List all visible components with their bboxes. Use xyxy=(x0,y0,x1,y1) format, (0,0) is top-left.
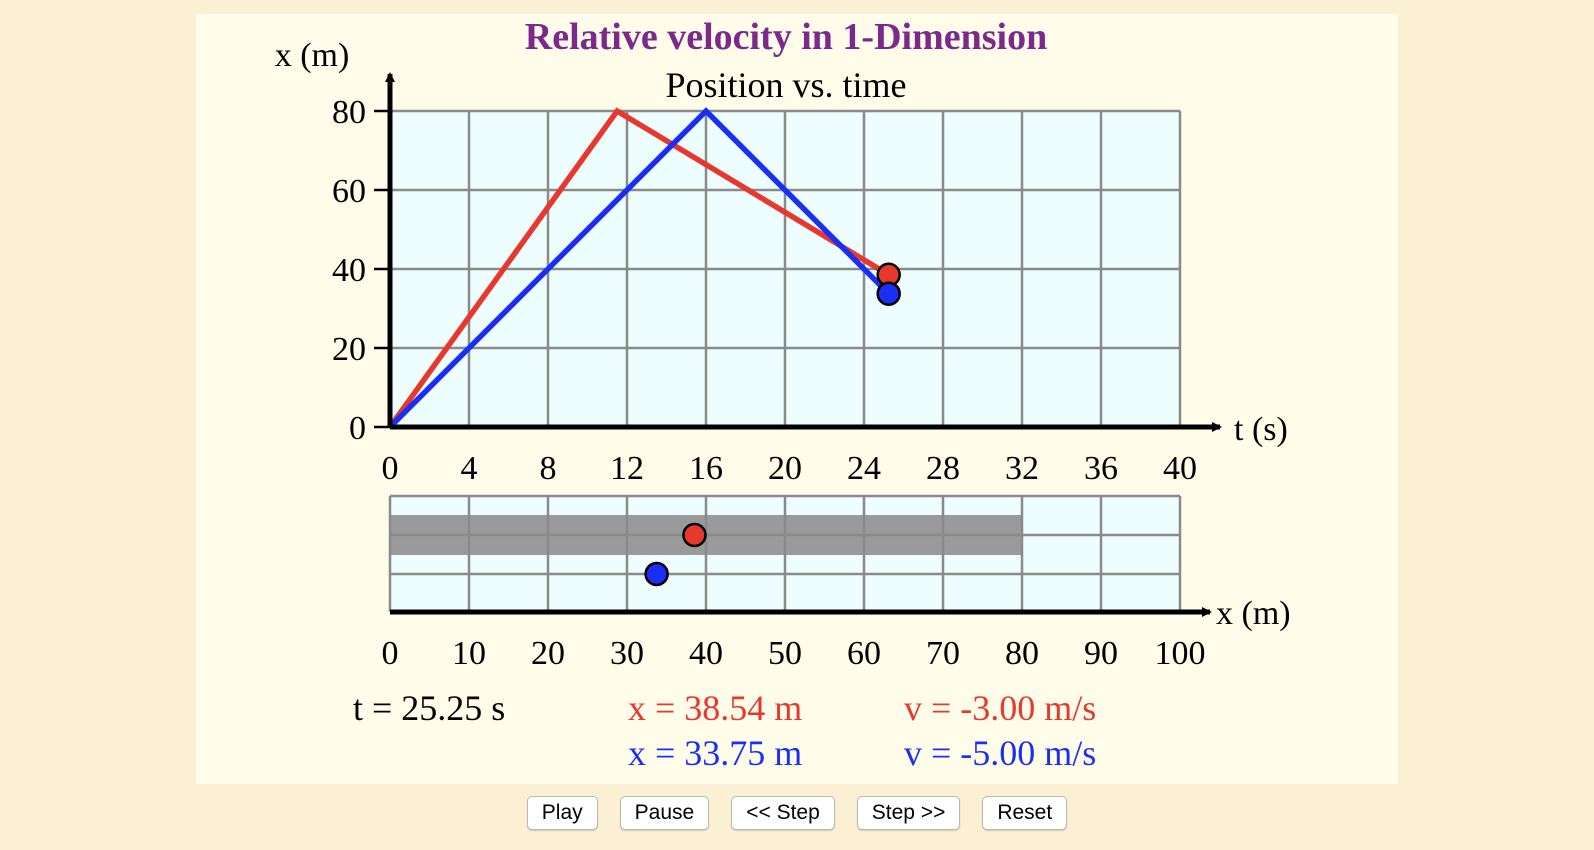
track-tick-label: 40 xyxy=(689,635,723,672)
x-tick-label: 4 xyxy=(461,450,478,487)
chart-subtitle: Position vs. time xyxy=(665,65,906,105)
track-tick-label: 80 xyxy=(1005,635,1039,672)
track-tick-label: 90 xyxy=(1084,635,1118,672)
reset-button[interactable]: Reset xyxy=(982,796,1068,830)
blue-object xyxy=(644,561,669,587)
y-axis-label: x (m) xyxy=(275,37,350,74)
track-tick-labels: 0 10 20 30 40 50 60 70 80 90 100 xyxy=(382,635,1206,672)
blue-position-line xyxy=(388,107,891,429)
graph-tick-labels: 0 4 8 12 16 20 24 28 32 36 40 0 20 40 60 80 xyxy=(332,94,1197,487)
x-tick-label: 12 xyxy=(610,450,644,487)
track-tick-label: 20 xyxy=(531,635,565,672)
track-tick-label: 70 xyxy=(926,635,960,672)
track-tick-label: 60 xyxy=(847,635,881,672)
graph-series xyxy=(387,107,901,429)
track-tick-label: 50 xyxy=(768,635,802,672)
app-title: Relative velocity in 1-Dimension xyxy=(525,16,1047,58)
x-tick-label: 16 xyxy=(689,450,723,487)
red-object xyxy=(682,522,707,548)
step-back-button[interactable]: << Step xyxy=(731,796,835,830)
position-time-graph: x (m) t (s) 0 4 8 12 16 20 24 28 32 36 40 0 20 40 60 80 xyxy=(275,37,1288,487)
y-tick-label: 80 xyxy=(332,94,366,131)
y-tick-label: 40 xyxy=(332,252,366,289)
y-tick-label: 60 xyxy=(332,173,366,210)
track-tick-label: 100 xyxy=(1155,635,1206,672)
simulation-panel: Relative velocity in 1-Dimension Positio… xyxy=(196,14,1398,784)
x-tick-label: 36 xyxy=(1084,450,1118,487)
x-tick-label: 28 xyxy=(926,450,960,487)
x-tick-label: 8 xyxy=(540,450,557,487)
x-tick-label: 32 xyxy=(1005,450,1039,487)
blue-graph-marker xyxy=(876,281,901,306)
y-tick-label: 20 xyxy=(332,331,366,368)
red-position-line xyxy=(387,107,891,429)
x-tick-label: 40 xyxy=(1163,450,1197,487)
track-tick-label: 30 xyxy=(610,635,644,672)
track-tick-label: 10 xyxy=(452,635,486,672)
y-tick-label: 0 xyxy=(349,410,366,447)
red-velocity-readout: v = -3.00 m/s xyxy=(904,688,1096,728)
track-objects xyxy=(644,522,707,587)
control-bar: Play Pause << Step Step >> Reset xyxy=(0,796,1594,832)
x-axis-label: t (s) xyxy=(1234,411,1288,448)
x-tick-label: 20 xyxy=(768,450,802,487)
simulation-canvas: Relative velocity in 1-Dimension Positio… xyxy=(275,16,1291,773)
step-forward-button[interactable]: Step >> xyxy=(856,796,961,830)
track-tick-label: 0 xyxy=(382,635,399,672)
play-button[interactable]: Play xyxy=(526,796,598,830)
x-tick-label: 24 xyxy=(847,450,881,487)
track-axis-label: x (m) xyxy=(1216,595,1291,632)
position-track: x (m) 0 10 20 30 40 50 60 70 80 90 100 xyxy=(382,494,1291,672)
red-position-readout: x = 38.54 m xyxy=(628,688,802,728)
x-tick-label: 0 xyxy=(382,450,399,487)
blue-position-readout: x = 33.75 m xyxy=(628,733,802,773)
time-readout: t = 25.25 s xyxy=(353,688,505,728)
track-grid xyxy=(388,494,1182,612)
pause-button[interactable]: Pause xyxy=(619,796,710,830)
blue-velocity-readout: v = -5.00 m/s xyxy=(904,733,1096,773)
